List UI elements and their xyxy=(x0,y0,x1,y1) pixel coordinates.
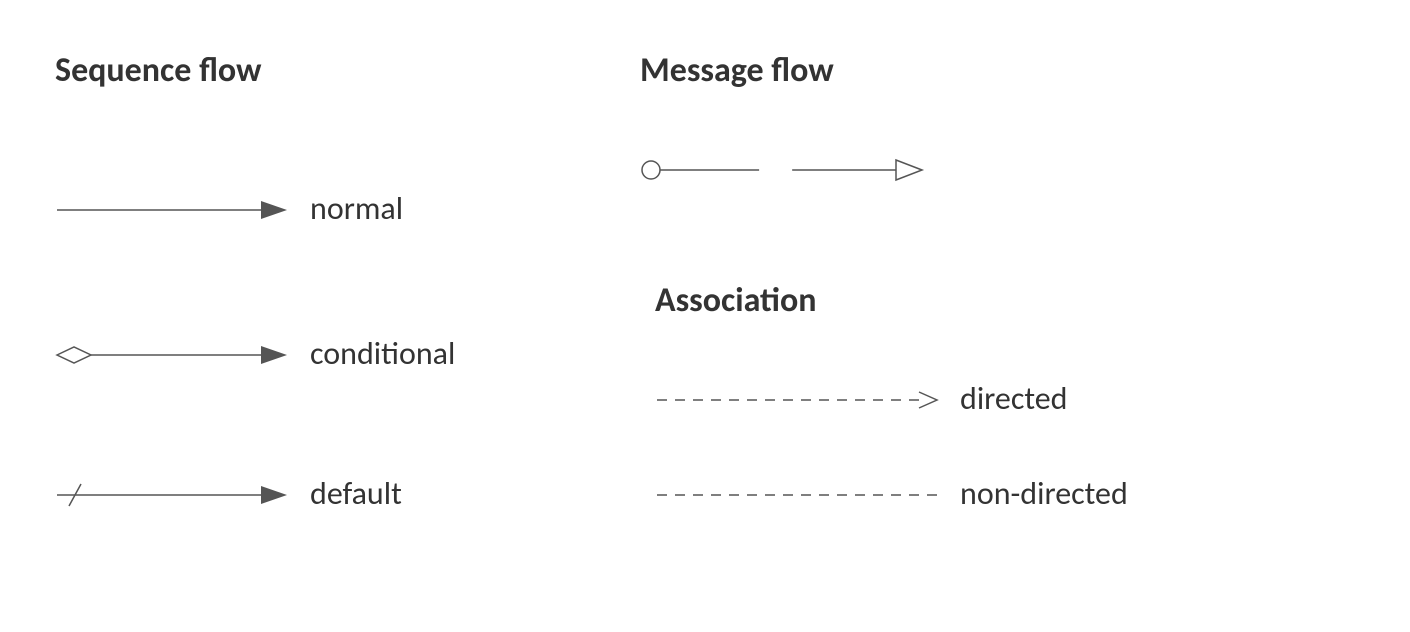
sequence-default-label: default xyxy=(310,474,402,513)
sequence-default-arrow xyxy=(55,475,289,515)
message-flow-heading: Message flow xyxy=(640,50,834,91)
sequence-normal-label: normal xyxy=(310,189,403,228)
sequence-flow-heading: Sequence flow xyxy=(55,50,261,91)
sequence-conditional-arrow xyxy=(55,335,289,375)
sequence-normal-arrow xyxy=(55,190,289,230)
sequence-conditional-label: conditional xyxy=(310,334,455,373)
association-directed-label: directed xyxy=(960,379,1067,418)
association-nondirected-label: non-directed xyxy=(960,474,1128,513)
association-heading: Association xyxy=(655,280,816,321)
association-directed-arrow xyxy=(655,380,939,420)
message-flow-arrow xyxy=(640,150,924,190)
association-nondirected-arrow xyxy=(655,475,939,515)
